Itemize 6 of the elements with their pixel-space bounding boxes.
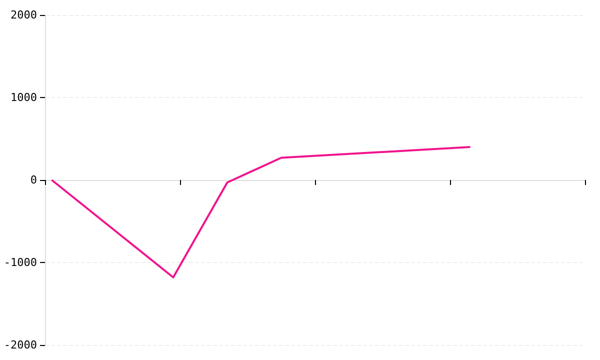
y-tick-label: 1000 [10,91,37,104]
y-tick-label: 0 [30,174,37,186]
y-tick-label: 2000 [10,8,37,22]
y-tick-label: -2000 [4,338,37,352]
line-series [50,146,472,278]
y-tick-label: -1000 [4,256,37,269]
